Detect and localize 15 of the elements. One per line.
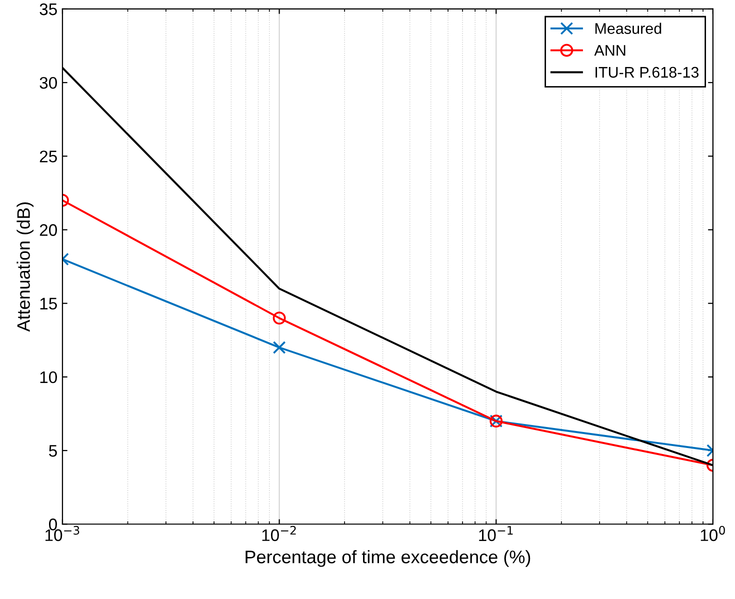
y-tick-label: 10 bbox=[40, 371, 57, 384]
y-tick-label: 20 bbox=[40, 224, 57, 236]
x-tick-label: 10$^{0}$ bbox=[700, 526, 725, 542]
y-tick-label: 35 bbox=[40, 3, 57, 16]
y-axis-title: Attenuation (dB) bbox=[16, 202, 34, 332]
y-tick-label: 15 bbox=[40, 298, 57, 310]
y-tick-label: 25 bbox=[40, 150, 57, 162]
x-axis-title: Percentage of time exceedence (%) bbox=[246, 550, 530, 567]
y-tick-label: 30 bbox=[40, 76, 57, 89]
legend-label: ITU-R P.618-13 bbox=[596, 66, 699, 78]
legend-label: Measured bbox=[595, 22, 662, 34]
legend-label: ANN bbox=[594, 45, 626, 56]
y-tick-label: 5 bbox=[49, 445, 57, 457]
x-tick-label: 10$^{−1}$ bbox=[479, 526, 513, 542]
x-tick-label: 10$^{−2}$ bbox=[262, 526, 296, 542]
